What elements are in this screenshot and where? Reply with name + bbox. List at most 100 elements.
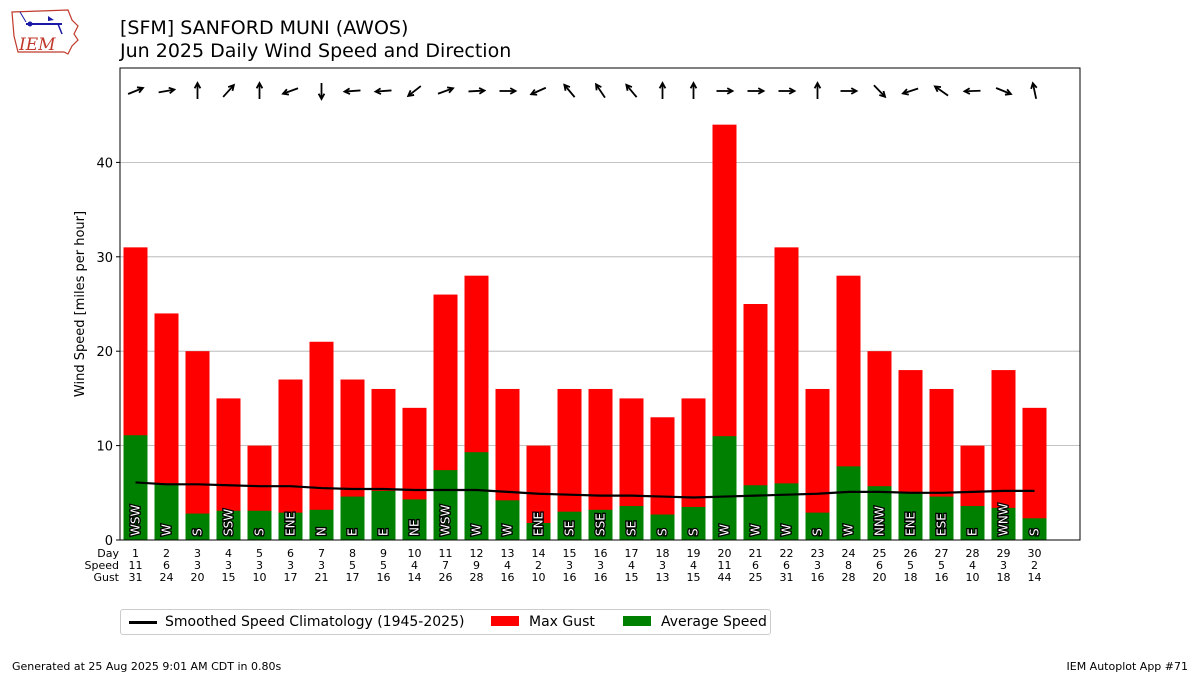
legend: Smoothed Speed Climatology (1945-2025) M… bbox=[120, 609, 771, 635]
direction-label: S bbox=[253, 528, 267, 536]
direction-label: S bbox=[191, 528, 205, 536]
speed-bar bbox=[898, 491, 923, 540]
day-label: 29 bbox=[997, 547, 1011, 560]
speed-bar bbox=[309, 509, 334, 540]
speed-bar bbox=[619, 506, 644, 540]
wind-arrow bbox=[933, 85, 949, 97]
wind-arrow bbox=[317, 83, 326, 101]
wind-arrow bbox=[468, 87, 487, 95]
legend-speed-label: Average Speed bbox=[661, 614, 767, 630]
speed-label: 4 bbox=[411, 559, 418, 572]
direction-label: W bbox=[842, 524, 856, 536]
speed-label: 11 bbox=[129, 559, 143, 572]
gust-label: 15 bbox=[625, 571, 639, 584]
y-tick-label: 40 bbox=[96, 156, 113, 171]
wind-arrow bbox=[127, 86, 145, 95]
y-tick-label: 30 bbox=[96, 251, 113, 266]
wind-arrow bbox=[962, 87, 981, 95]
day-label: 5 bbox=[256, 547, 263, 560]
direction-label: W bbox=[470, 524, 484, 536]
gust-label: 21 bbox=[315, 571, 329, 584]
y-tick-label: 20 bbox=[96, 345, 113, 360]
speed-bar bbox=[216, 510, 241, 540]
speed-label: 3 bbox=[318, 559, 325, 572]
speed-bar bbox=[774, 483, 799, 540]
wind-arrow bbox=[281, 87, 299, 96]
gust-label: 25 bbox=[749, 571, 763, 584]
wind-arrow bbox=[529, 86, 547, 96]
speed-bar bbox=[464, 452, 489, 540]
day-label: 17 bbox=[625, 547, 639, 560]
direction-label: W bbox=[718, 524, 732, 536]
direction-label: SE bbox=[625, 521, 639, 536]
speed-bar bbox=[960, 506, 985, 540]
wind-arrow bbox=[901, 87, 919, 96]
speed-bar bbox=[991, 507, 1016, 540]
day-label: 15 bbox=[563, 547, 577, 560]
day-label: 25 bbox=[873, 547, 887, 560]
chart-title: [SFM] SANFORD MUNI (AWOS) bbox=[120, 17, 409, 39]
day-label: 19 bbox=[687, 547, 701, 560]
direction-label: S bbox=[656, 528, 670, 536]
speed-label: 4 bbox=[504, 559, 511, 572]
speed-label: 3 bbox=[256, 559, 263, 572]
y-tick-label: 10 bbox=[96, 440, 113, 455]
speed-label: 3 bbox=[225, 559, 232, 572]
gust-label: 10 bbox=[532, 571, 546, 584]
direction-label: SSW bbox=[222, 509, 236, 536]
wind-arrow bbox=[1030, 81, 1038, 100]
speed-bar bbox=[557, 511, 582, 540]
gust-label: 31 bbox=[780, 571, 794, 584]
gust-label: 16 bbox=[811, 571, 825, 584]
logo-text: IEM bbox=[18, 35, 56, 55]
legend-climatology-line bbox=[129, 621, 157, 624]
gust-label: 10 bbox=[253, 571, 267, 584]
gust-label: 17 bbox=[284, 571, 298, 584]
gust-label: 17 bbox=[346, 571, 360, 584]
speed-label: 4 bbox=[969, 559, 976, 572]
day-label: 7 bbox=[318, 547, 325, 560]
direction-label: WNW bbox=[997, 503, 1011, 536]
speed-label: 5 bbox=[938, 559, 945, 572]
speed-bar bbox=[526, 523, 551, 540]
wind-chart: WSW W S SSW S ENE N E E NE WSW W W ENE SE SSE SE S S W W W S W N… bbox=[73, 67, 1081, 584]
gust-label: 24 bbox=[160, 571, 174, 584]
day-label: 20 bbox=[718, 547, 732, 560]
gust-bar bbox=[309, 341, 334, 540]
speed-bar bbox=[681, 506, 706, 540]
gust-label: 16 bbox=[377, 571, 391, 584]
gust-label: 16 bbox=[563, 571, 577, 584]
wind-arrow bbox=[499, 87, 518, 95]
day-label: 14 bbox=[532, 547, 546, 560]
gust-label: 14 bbox=[1028, 571, 1042, 584]
speed-bar bbox=[433, 470, 458, 540]
wind-arrow bbox=[813, 81, 822, 99]
gust-label: 16 bbox=[501, 571, 515, 584]
footer-app: IEM Autoplot App #71 bbox=[1066, 660, 1189, 673]
gust-label: 10 bbox=[966, 571, 980, 584]
speed-label: 11 bbox=[718, 559, 732, 572]
speed-bar bbox=[340, 496, 365, 540]
day-label: 12 bbox=[470, 547, 484, 560]
wind-arrow bbox=[840, 87, 859, 95]
speed-label: 6 bbox=[783, 559, 790, 572]
wind-arrow bbox=[778, 87, 797, 95]
speed-bar bbox=[867, 486, 892, 540]
gust-label: 18 bbox=[997, 571, 1011, 584]
speed-label: 6 bbox=[752, 559, 759, 572]
footer-generated: Generated at 25 Aug 2025 9:01 AM CDT in … bbox=[12, 660, 282, 673]
direction-label: W bbox=[501, 524, 515, 536]
speed-label: 3 bbox=[287, 559, 294, 572]
wind-arrow bbox=[873, 84, 887, 99]
gust-label: 15 bbox=[687, 571, 701, 584]
gust-bar bbox=[1022, 407, 1047, 540]
chart-subtitle: Jun 2025 Daily Wind Speed and Direction bbox=[120, 40, 512, 62]
day-label: 16 bbox=[594, 547, 608, 560]
speed-bar bbox=[929, 496, 954, 540]
direction-label: NE bbox=[408, 519, 422, 536]
wind-arrow bbox=[995, 87, 1013, 96]
wind-arrow bbox=[193, 81, 202, 99]
speed-bar bbox=[402, 499, 427, 540]
direction-label: W bbox=[749, 524, 763, 536]
speed-bar bbox=[836, 466, 861, 540]
